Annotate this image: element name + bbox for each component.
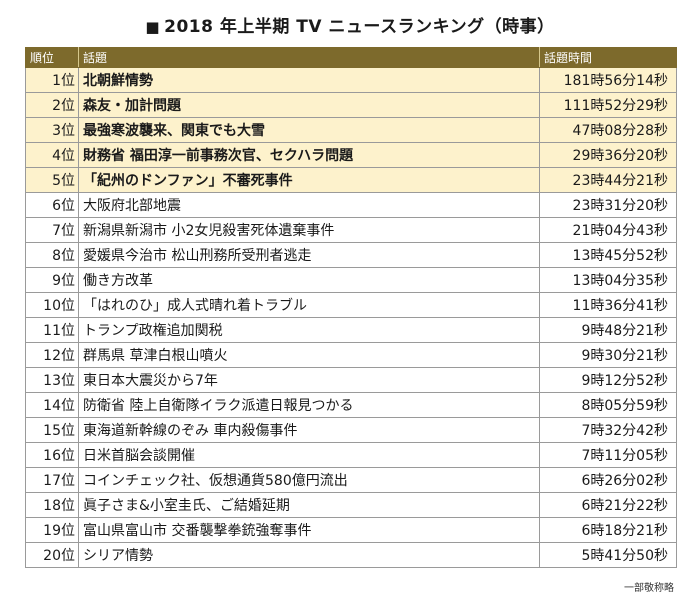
topic-cell: 新潟県新潟市 小2女児殺害死体遺棄事件 — [78, 217, 540, 243]
topic-cell: 東海道新幹線のぞみ 車内殺傷事件 — [78, 417, 540, 443]
title-square-marker: ■ — [145, 18, 161, 36]
table-row: 19位 富山県富山市 交番襲撃拳銃強奪事件 6時18分21秒 — [25, 517, 677, 543]
topic-cell: 東日本大震災から7年 — [78, 367, 540, 393]
time-cell: 13時45分52秒 — [539, 242, 677, 268]
table-row: 16位 日米首脳会談開催 7時11分05秒 — [25, 442, 677, 468]
table-row: 10位 「はれのひ」成人式晴れ着トラブル 11時36分41秒 — [25, 292, 677, 318]
table-row: 4位 財務省 福田淳一前事務次官、セクハラ問題 29時36分20秒 — [25, 142, 677, 168]
topic-cell: 最強寒波襲来、関東でも大雪 — [78, 117, 540, 143]
rank-cell: 1位 — [25, 67, 79, 93]
time-cell: 5時41分50秒 — [539, 542, 677, 568]
topic-cell: 眞子さま&小室圭氏、ご結婚延期 — [78, 492, 540, 518]
rank-cell: 12位 — [25, 342, 79, 368]
rank-cell: 11位 — [25, 317, 79, 343]
rank-cell: 19位 — [25, 517, 79, 543]
header-time: 話題時間 — [539, 47, 677, 68]
table-row: 12位 群馬県 草津白根山噴火 9時30分21秒 — [25, 342, 677, 368]
time-cell: 21時04分43秒 — [539, 217, 677, 243]
table-row: 8位 愛媛県今治市 松山刑務所受刑者逃走 13時45分52秒 — [25, 242, 677, 268]
table-row: 17位 コインチェック社、仮想通貨580億円流出 6時26分02秒 — [25, 467, 677, 493]
rank-cell: 9位 — [25, 267, 79, 293]
topic-cell: 大阪府北部地震 — [78, 192, 540, 218]
table-row: 11位 トランプ政権追加関税 9時48分21秒 — [25, 317, 677, 343]
topic-cell: 防衛省 陸上自衛隊イラク派遣日報見つかる — [78, 392, 540, 418]
time-cell: 9時30分21秒 — [539, 342, 677, 368]
time-cell: 9時48分21秒 — [539, 317, 677, 343]
table-row: 6位 大阪府北部地震 23時31分20秒 — [25, 192, 677, 218]
topic-cell: 「紀州のドンファン」不審死事件 — [78, 167, 540, 193]
time-cell: 111時52分29秒 — [539, 92, 677, 118]
time-cell: 6時21分22秒 — [539, 492, 677, 518]
topic-cell: 北朝鮮情勢 — [78, 67, 540, 93]
table-row: 18位 眞子さま&小室圭氏、ご結婚延期 6時21分22秒 — [25, 492, 677, 518]
topic-cell: 富山県富山市 交番襲撃拳銃強奪事件 — [78, 517, 540, 543]
table-row: 9位 働き方改革 13時04分35秒 — [25, 267, 677, 293]
time-cell: 181時56分14秒 — [539, 67, 677, 93]
rank-cell: 5位 — [25, 167, 79, 193]
rank-cell: 3位 — [25, 117, 79, 143]
rank-cell: 10位 — [25, 292, 79, 318]
time-cell: 8時05分59秒 — [539, 392, 677, 418]
header-rank: 順位 — [25, 47, 79, 68]
time-cell: 6時18分21秒 — [539, 517, 677, 543]
table-row: 7位 新潟県新潟市 小2女児殺害死体遺棄事件 21時04分43秒 — [25, 217, 677, 243]
topic-cell: トランプ政権追加関税 — [78, 317, 540, 343]
table-header-row: 順位 話題 話題時間 — [25, 47, 677, 68]
table-body: 1位 北朝鮮情勢 181時56分14秒 2位 森友・加計問題 111時52分29秒 3位 最強… — [25, 67, 677, 568]
time-cell: 11時36分41秒 — [539, 292, 677, 318]
time-cell: 13時04分35秒 — [539, 267, 677, 293]
time-cell: 7時11分05秒 — [539, 442, 677, 468]
topic-cell: 森友・加計問題 — [78, 92, 540, 118]
topic-cell: 日米首脳会談開催 — [78, 442, 540, 468]
rank-cell: 17位 — [25, 467, 79, 493]
topic-cell: 財務省 福田淳一前事務次官、セクハラ問題 — [78, 142, 540, 168]
time-cell: 23時31分20秒 — [539, 192, 677, 218]
table-row: 5位 「紀州のドンファン」不審死事件 23時44分21秒 — [25, 167, 677, 193]
table-row: 20位 シリア情勢 5時41分50秒 — [25, 542, 677, 568]
rank-cell: 7位 — [25, 217, 79, 243]
rank-cell: 4位 — [25, 142, 79, 168]
topic-cell: 「はれのひ」成人式晴れ着トラブル — [78, 292, 540, 318]
table-row: 1位 北朝鮮情勢 181時56分14秒 — [25, 67, 677, 93]
topic-cell: 働き方改革 — [78, 267, 540, 293]
time-cell: 7時32分42秒 — [539, 417, 677, 443]
time-cell: 47時08分28秒 — [539, 117, 677, 143]
topic-cell: 愛媛県今治市 松山刑務所受刑者逃走 — [78, 242, 540, 268]
footnote: 一部敬称略 — [624, 583, 674, 594]
rank-cell: 8位 — [25, 242, 79, 268]
page-title: ■ 2018 年上半期 TV ニュースランキング（時事） — [0, 12, 700, 37]
topic-cell: 群馬県 草津白根山噴火 — [78, 342, 540, 368]
rank-cell: 2位 — [25, 92, 79, 118]
table-row: 13位 東日本大震災から7年 9時12分52秒 — [25, 367, 677, 393]
rank-cell: 15位 — [25, 417, 79, 443]
table-row: 2位 森友・加計問題 111時52分29秒 — [25, 92, 677, 118]
rank-cell: 6位 — [25, 192, 79, 218]
time-cell: 23時44分21秒 — [539, 167, 677, 193]
table-row: 14位 防衛省 陸上自衛隊イラク派遣日報見つかる 8時05分59秒 — [25, 392, 677, 418]
rank-cell: 13位 — [25, 367, 79, 393]
time-cell: 6時26分02秒 — [539, 467, 677, 493]
topic-cell: シリア情勢 — [78, 542, 540, 568]
rank-cell: 18位 — [25, 492, 79, 518]
title-text: 2018 年上半期 TV ニュースランキング（時事） — [164, 17, 555, 37]
table-row: 15位 東海道新幹線のぞみ 車内殺傷事件 7時32分42秒 — [25, 417, 677, 443]
rank-cell: 16位 — [25, 442, 79, 468]
rank-cell: 14位 — [25, 392, 79, 418]
table-row: 3位 最強寒波襲来、関東でも大雪 47時08分28秒 — [25, 117, 677, 143]
header-topic: 話題 — [78, 47, 540, 68]
time-cell: 29時36分20秒 — [539, 142, 677, 168]
topic-cell: コインチェック社、仮想通貨580億円流出 — [78, 467, 540, 493]
rank-cell: 20位 — [25, 542, 79, 568]
ranking-table: 順位 話題 話題時間 1位 北朝鮮情勢 181時56分14秒 2位 森友・加計問題 111… — [25, 47, 677, 568]
time-cell: 9時12分52秒 — [539, 367, 677, 393]
